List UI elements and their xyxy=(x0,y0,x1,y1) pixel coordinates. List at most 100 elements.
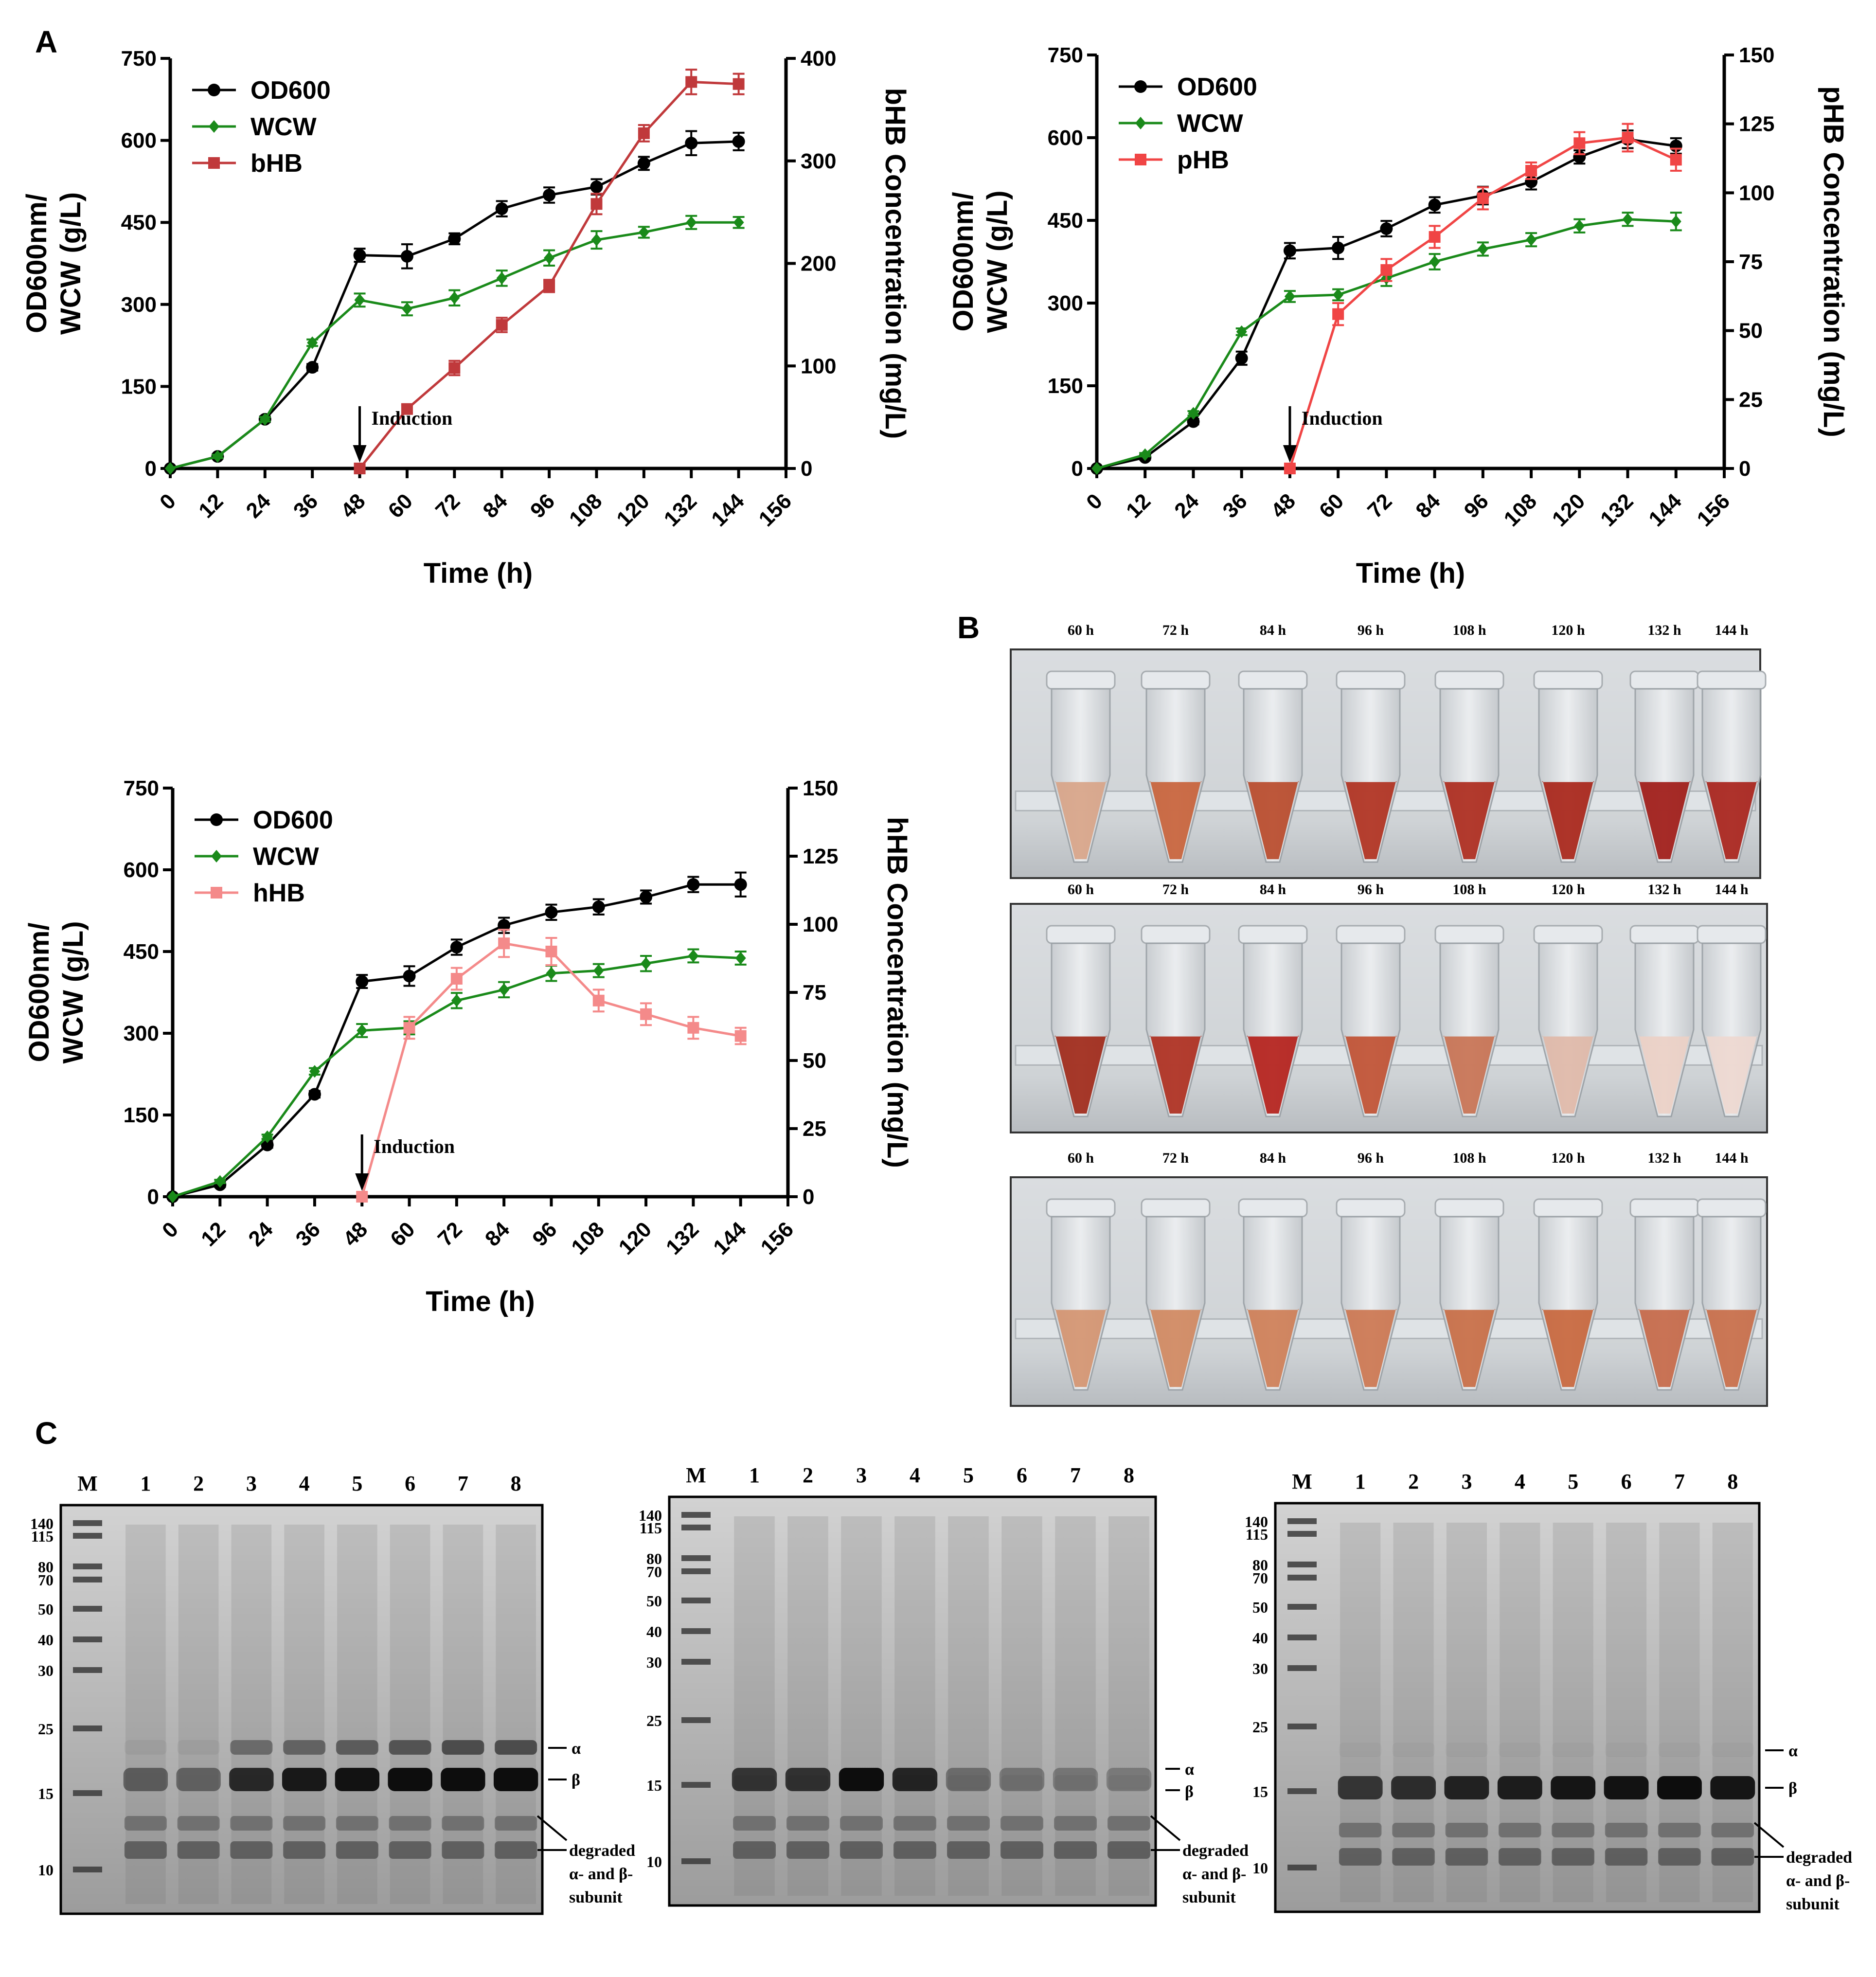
alpha-band xyxy=(1001,1775,1043,1790)
lane-label: 8 xyxy=(1124,1463,1134,1487)
degraded-band xyxy=(1445,1823,1488,1837)
degraded-label: subunit xyxy=(569,1888,623,1906)
tube xyxy=(1533,925,1603,1117)
lane-smear xyxy=(1553,1523,1593,1902)
tube-liquid xyxy=(1054,1309,1107,1387)
legend-marker xyxy=(209,120,219,133)
lane-label: 4 xyxy=(910,1463,920,1487)
y2-tick-label: 300 xyxy=(801,149,836,173)
lane-label: 8 xyxy=(511,1472,521,1495)
degraded-band xyxy=(442,1841,484,1859)
x-tick-label: 48 xyxy=(336,489,370,522)
data-point-od600 xyxy=(685,137,698,150)
alpha-band xyxy=(389,1740,431,1755)
x-tick-label: 36 xyxy=(1218,489,1252,522)
legend-marker xyxy=(211,887,222,899)
data-point-wcw xyxy=(1429,255,1440,268)
x-tick-label: 72 xyxy=(433,1217,467,1251)
y2-axis-title: bHB Concentration (mg/L) xyxy=(879,88,911,439)
x-tick-label: 108 xyxy=(565,489,607,531)
data-point-bhb xyxy=(401,403,413,415)
x-tick-label: 0 xyxy=(158,1217,183,1242)
beta-band xyxy=(229,1768,274,1791)
x-tick-label: 24 xyxy=(1170,489,1204,523)
tube-cap xyxy=(1629,1198,1699,1218)
lane-label: 1 xyxy=(1355,1470,1366,1493)
ladder-band xyxy=(73,1577,102,1582)
tube-liquid xyxy=(1443,1035,1496,1114)
tube-cap xyxy=(1434,925,1504,944)
data-point-wcw xyxy=(688,949,699,962)
tube-cap xyxy=(1141,670,1211,690)
tube-cap xyxy=(1141,1198,1211,1218)
y-axis-title-line1: OD600nm/ xyxy=(947,192,979,332)
mw-label: 140 xyxy=(30,1515,54,1532)
legend-entry: WCW xyxy=(250,113,317,141)
alpha-band xyxy=(1054,1775,1097,1790)
data-point-od600 xyxy=(308,1088,321,1101)
time-label: 84 h xyxy=(1260,622,1286,638)
alpha-band xyxy=(124,1740,167,1755)
x-tick-label: 132 xyxy=(660,489,702,531)
lane-smear xyxy=(1659,1523,1700,1902)
y-axis-title-line2: WCW (g/L) xyxy=(57,921,89,1063)
tube-cap xyxy=(1533,670,1603,690)
legend-entry: bHB xyxy=(250,149,303,178)
degraded-band xyxy=(1339,1823,1382,1837)
y2-tick-label: 50 xyxy=(803,1049,826,1073)
data-point-phb xyxy=(1380,264,1393,276)
degraded-band xyxy=(893,1816,936,1831)
tube-liquid xyxy=(1149,1035,1202,1114)
time-label: 60 h xyxy=(1068,881,1094,898)
data-point-od600 xyxy=(403,970,416,983)
data-point-wcw xyxy=(641,957,652,970)
lane-smear xyxy=(1393,1523,1434,1902)
series-line-wcw xyxy=(1096,218,1676,470)
data-point-bhb xyxy=(685,76,697,88)
chart-phb: 0 12 24 36 48 60 72 84 96 108 120 132 144 15601503004… xyxy=(947,43,1849,589)
beta-band xyxy=(785,1768,831,1791)
tube-liquid xyxy=(1344,781,1397,860)
ladder-band xyxy=(681,1659,711,1665)
lane-label: 5 xyxy=(1568,1470,1578,1493)
y-axis-title-line2: WCW (g/L) xyxy=(982,190,1013,333)
y2-tick-label: 150 xyxy=(803,776,838,800)
ladder-band xyxy=(1287,1665,1317,1671)
tube-liquid xyxy=(1542,781,1594,860)
data-point-od600 xyxy=(353,249,366,262)
lane-label: 2 xyxy=(803,1463,813,1487)
data-point-wcw xyxy=(499,983,510,996)
data-point-phb xyxy=(1525,165,1537,177)
y2-tick-label: 100 xyxy=(803,913,838,936)
data-point-od600 xyxy=(640,891,653,903)
x-tick-label: 24 xyxy=(244,1217,278,1251)
time-label: 96 h xyxy=(1358,881,1384,898)
tube xyxy=(1434,670,1504,863)
data-point-od600 xyxy=(687,878,700,891)
degraded-band xyxy=(1658,1823,1701,1837)
mw-label: 115 xyxy=(640,1519,662,1537)
legend-entry: OD600 xyxy=(1177,73,1257,101)
mw-label: 15 xyxy=(646,1777,662,1794)
lane-label: 1 xyxy=(749,1463,760,1487)
degraded-band xyxy=(177,1841,220,1859)
degraded-label: subunit xyxy=(1182,1888,1236,1906)
tube-photo-row xyxy=(1010,648,1767,879)
degraded-band xyxy=(840,1816,883,1831)
lane-label: 8 xyxy=(1727,1470,1738,1493)
data-point-wcw xyxy=(354,293,365,306)
degraded-band xyxy=(283,1841,326,1859)
mw-label: 140 xyxy=(1245,1513,1268,1530)
tube-liquid xyxy=(1054,781,1107,860)
lane-smear xyxy=(337,1525,377,1904)
lane-smear xyxy=(178,1525,219,1904)
tube-liquid xyxy=(1247,781,1299,860)
legend-marker xyxy=(208,84,220,96)
x-tick-label: 0 xyxy=(155,489,180,514)
lane-label: 6 xyxy=(1621,1470,1632,1493)
degraded-pointer xyxy=(1753,1822,1785,1848)
tube-cap xyxy=(1434,1198,1504,1218)
mw-label: 15 xyxy=(38,1785,54,1802)
